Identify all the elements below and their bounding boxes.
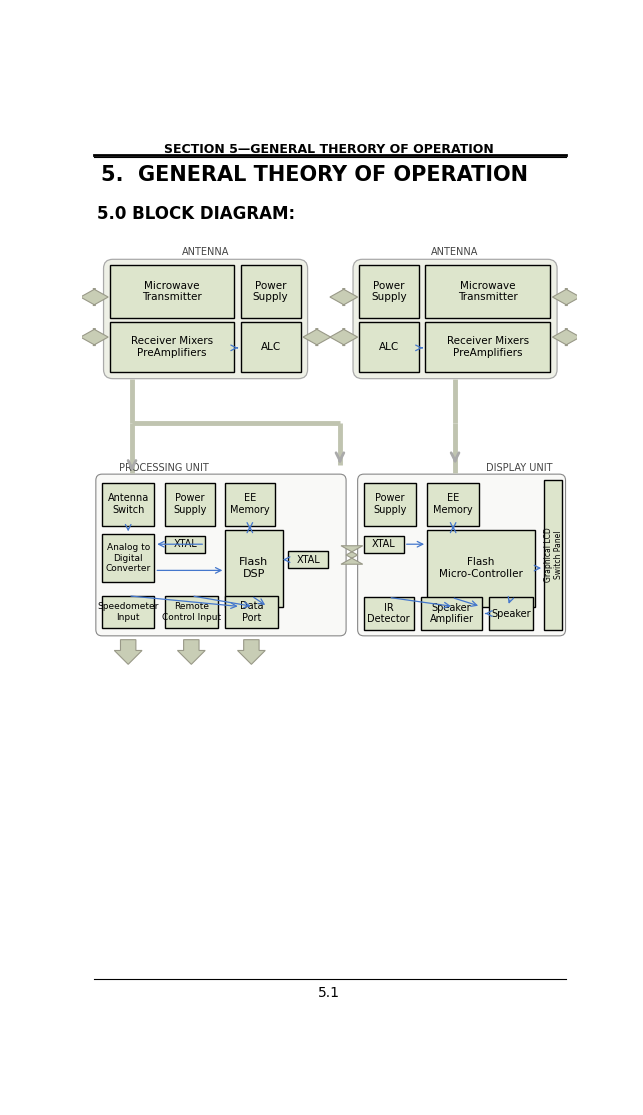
Polygon shape — [114, 640, 142, 665]
Bar — [288, 551, 329, 568]
Text: Power
Supply: Power Supply — [173, 493, 206, 515]
Text: 5.  GENERAL THEORY OF OPERATION: 5. GENERAL THEORY OF OPERATION — [101, 165, 529, 185]
Text: Receiver Mixers
PreAmplifiers: Receiver Mixers PreAmplifiers — [131, 337, 213, 358]
Text: Analog to
Digital
Converter: Analog to Digital Converter — [105, 543, 151, 573]
FancyBboxPatch shape — [358, 474, 566, 636]
Text: Power
Supply: Power Supply — [253, 281, 289, 302]
Polygon shape — [552, 289, 580, 306]
Text: Speaker
Amplifier: Speaker Amplifier — [430, 603, 474, 624]
Text: Microwave
Transmitter: Microwave Transmitter — [142, 281, 202, 302]
Text: Remote
Control Input: Remote Control Input — [162, 602, 221, 622]
Text: Speedometer
Input: Speedometer Input — [98, 602, 159, 622]
Text: ALC: ALC — [260, 342, 281, 352]
Text: EE
Memory: EE Memory — [433, 493, 473, 515]
Text: XTAL: XTAL — [372, 540, 395, 550]
Bar — [364, 598, 414, 630]
FancyBboxPatch shape — [353, 260, 557, 379]
FancyBboxPatch shape — [104, 260, 307, 379]
Text: 5.0 BLOCK DIAGRAM:: 5.0 BLOCK DIAGRAM: — [97, 205, 296, 223]
Text: Antenna
Switch: Antenna Switch — [107, 493, 149, 515]
Text: ANTENNA: ANTENNA — [182, 246, 230, 256]
Bar — [225, 530, 283, 607]
Bar — [102, 534, 154, 582]
Text: ALC: ALC — [379, 342, 399, 352]
Bar — [359, 265, 419, 318]
Text: IR
Detector: IR Detector — [367, 603, 410, 624]
Text: 5.1: 5.1 — [318, 986, 340, 1000]
Bar — [427, 484, 479, 526]
Bar — [110, 322, 235, 372]
Text: XTAL: XTAL — [296, 554, 320, 564]
Bar — [364, 535, 404, 553]
Text: Graphical LCD
Switch Panel: Graphical LCD Switch Panel — [543, 527, 563, 582]
Polygon shape — [237, 640, 266, 665]
Polygon shape — [80, 329, 108, 346]
Polygon shape — [330, 289, 358, 306]
Bar — [421, 598, 482, 630]
Polygon shape — [303, 329, 331, 346]
Text: Microwave
Transmitter: Microwave Transmitter — [458, 281, 518, 302]
Text: Power
Supply: Power Supply — [374, 493, 406, 515]
Bar — [426, 265, 550, 318]
Bar — [427, 530, 535, 607]
Bar — [165, 535, 205, 553]
Polygon shape — [80, 289, 108, 306]
Text: Flash
Micro-Controller: Flash Micro-Controller — [439, 558, 523, 579]
Bar — [489, 598, 533, 630]
Polygon shape — [330, 329, 358, 346]
Text: XTAL: XTAL — [173, 540, 197, 550]
Bar — [102, 595, 154, 628]
Bar — [225, 595, 278, 628]
Text: EE
Memory: EE Memory — [230, 493, 269, 515]
Text: Data
Port: Data Port — [240, 601, 263, 623]
Text: Power
Supply: Power Supply — [372, 281, 407, 302]
Bar — [165, 595, 217, 628]
Polygon shape — [552, 329, 580, 346]
Bar — [110, 265, 235, 318]
Text: ANTENNA: ANTENNA — [431, 246, 479, 256]
Bar — [364, 484, 416, 526]
Bar — [240, 322, 301, 372]
Bar — [359, 322, 419, 372]
Bar — [165, 484, 215, 526]
Text: Speaker: Speaker — [491, 609, 530, 619]
FancyBboxPatch shape — [96, 474, 346, 636]
Text: Receiver Mixers
PreAmplifiers: Receiver Mixers PreAmplifiers — [447, 337, 529, 358]
Bar — [426, 322, 550, 372]
Text: SECTION 5—GENERAL THERORY OF OPERATION: SECTION 5—GENERAL THERORY OF OPERATION — [164, 143, 494, 156]
Text: DISPLAY UNIT: DISPLAY UNIT — [486, 463, 552, 473]
Text: Flash
DSP: Flash DSP — [239, 558, 268, 579]
Bar — [544, 481, 563, 630]
Bar — [240, 265, 301, 318]
Polygon shape — [341, 545, 363, 564]
Bar — [102, 484, 154, 526]
Bar — [225, 484, 275, 526]
Polygon shape — [177, 640, 205, 665]
Text: PROCESSING UNIT: PROCESSING UNIT — [119, 463, 208, 473]
